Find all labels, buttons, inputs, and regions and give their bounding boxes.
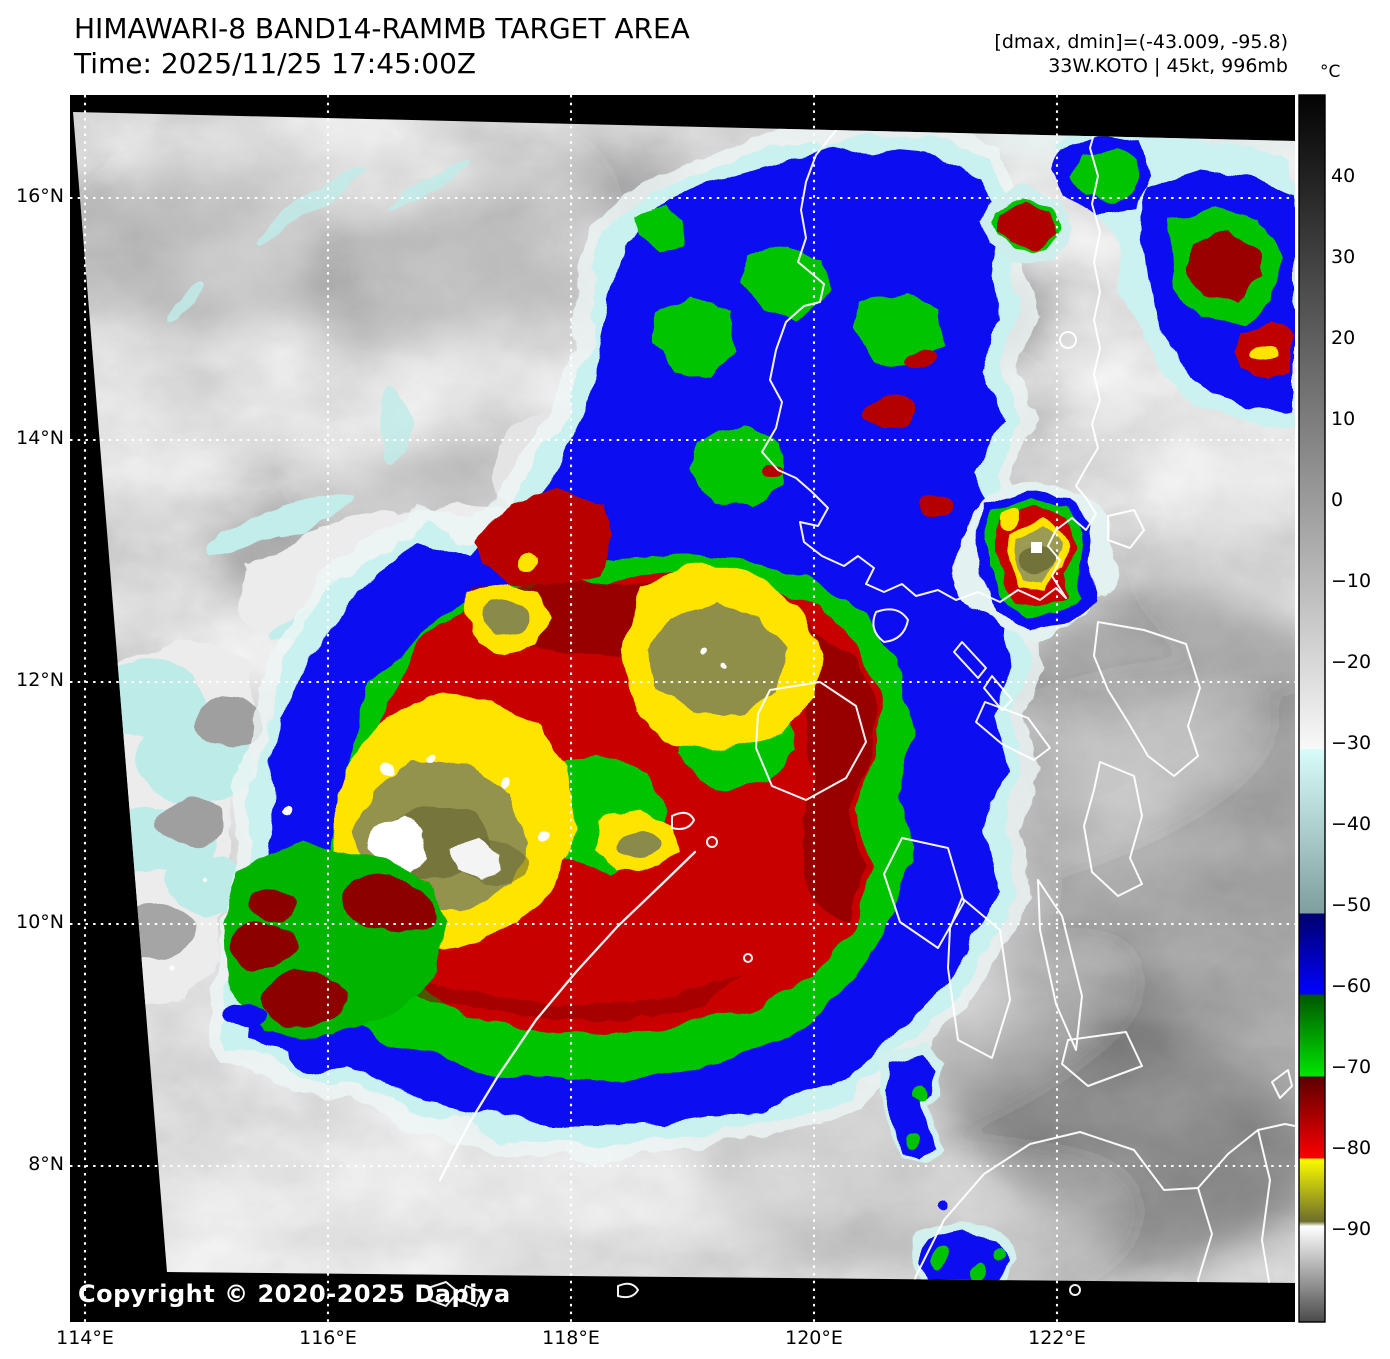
storm-center-marker — [1031, 542, 1042, 553]
lat-label-8n: 8°N — [28, 1153, 64, 1175]
colorbar-tick-m10: −10 — [1331, 570, 1372, 592]
lon-label-122e: 122°E — [1028, 1327, 1086, 1349]
lat-label-16n: 16°N — [16, 185, 64, 207]
colorbar-tick-20: 20 — [1331, 327, 1356, 349]
lon-label-114e: 114°E — [56, 1327, 114, 1349]
colorbar-tick-10: 10 — [1331, 408, 1356, 430]
colorbar-unit: °C — [1320, 62, 1341, 82]
copyright-label: Copyright © 2020-2025 Dapiya — [78, 1280, 511, 1308]
colorbar-tick-m60: −60 — [1331, 975, 1372, 997]
lon-label-118e: 118°E — [542, 1327, 600, 1349]
overshooting-tops — [282, 650, 727, 883]
colorbar-tick-0: 0 — [1331, 489, 1344, 511]
west-edge-cloud-band — [92, 636, 266, 1006]
colorbar-tick-m40: −40 — [1331, 813, 1372, 835]
south-small-cells — [880, 1044, 1015, 1283]
colorbar-tick-40: 40 — [1331, 165, 1356, 187]
colorbar — [1298, 94, 1326, 1323]
page-title: HIMAWARI-8 BAND14-RAMMB TARGET AREA — [74, 12, 690, 45]
colorbar-tick-m80: −80 — [1331, 1137, 1372, 1159]
lon-label-116e: 116°E — [299, 1327, 357, 1349]
lat-label-12n: 12°N — [16, 669, 64, 691]
colorbar-tick-m20: −20 — [1331, 651, 1372, 673]
colorbar-tick-m90: −90 — [1331, 1218, 1372, 1240]
colorbar-tick-m70: −70 — [1331, 1056, 1372, 1078]
lat-label-14n: 14°N — [16, 427, 64, 449]
colorbar-tick-m50: −50 — [1331, 894, 1372, 916]
southwest-mottle — [224, 842, 449, 1073]
timestamp-label: Time: 2025/11/25 17:45:00Z — [74, 47, 477, 80]
satellite-image — [73, 112, 1295, 1307]
dmax-dmin-label: [dmax, dmin]=(-43.009, -95.8) — [994, 31, 1288, 53]
storm-info-label: 33W.KOTO | 45kt, 996mb — [1048, 55, 1288, 77]
colorbar-tick-30: 30 — [1331, 246, 1356, 268]
coastlines — [438, 112, 1295, 1283]
coastlines-margin — [427, 1281, 1081, 1307]
colorbar-tick-m30: −30 — [1331, 732, 1372, 754]
luzon-arm-cells — [637, 206, 953, 517]
storm-center-cluster — [957, 477, 1113, 633]
northeast-cluster — [976, 128, 1295, 425]
lat-label-10n: 10°N — [16, 911, 64, 933]
lon-label-120e: 120°E — [785, 1327, 843, 1349]
